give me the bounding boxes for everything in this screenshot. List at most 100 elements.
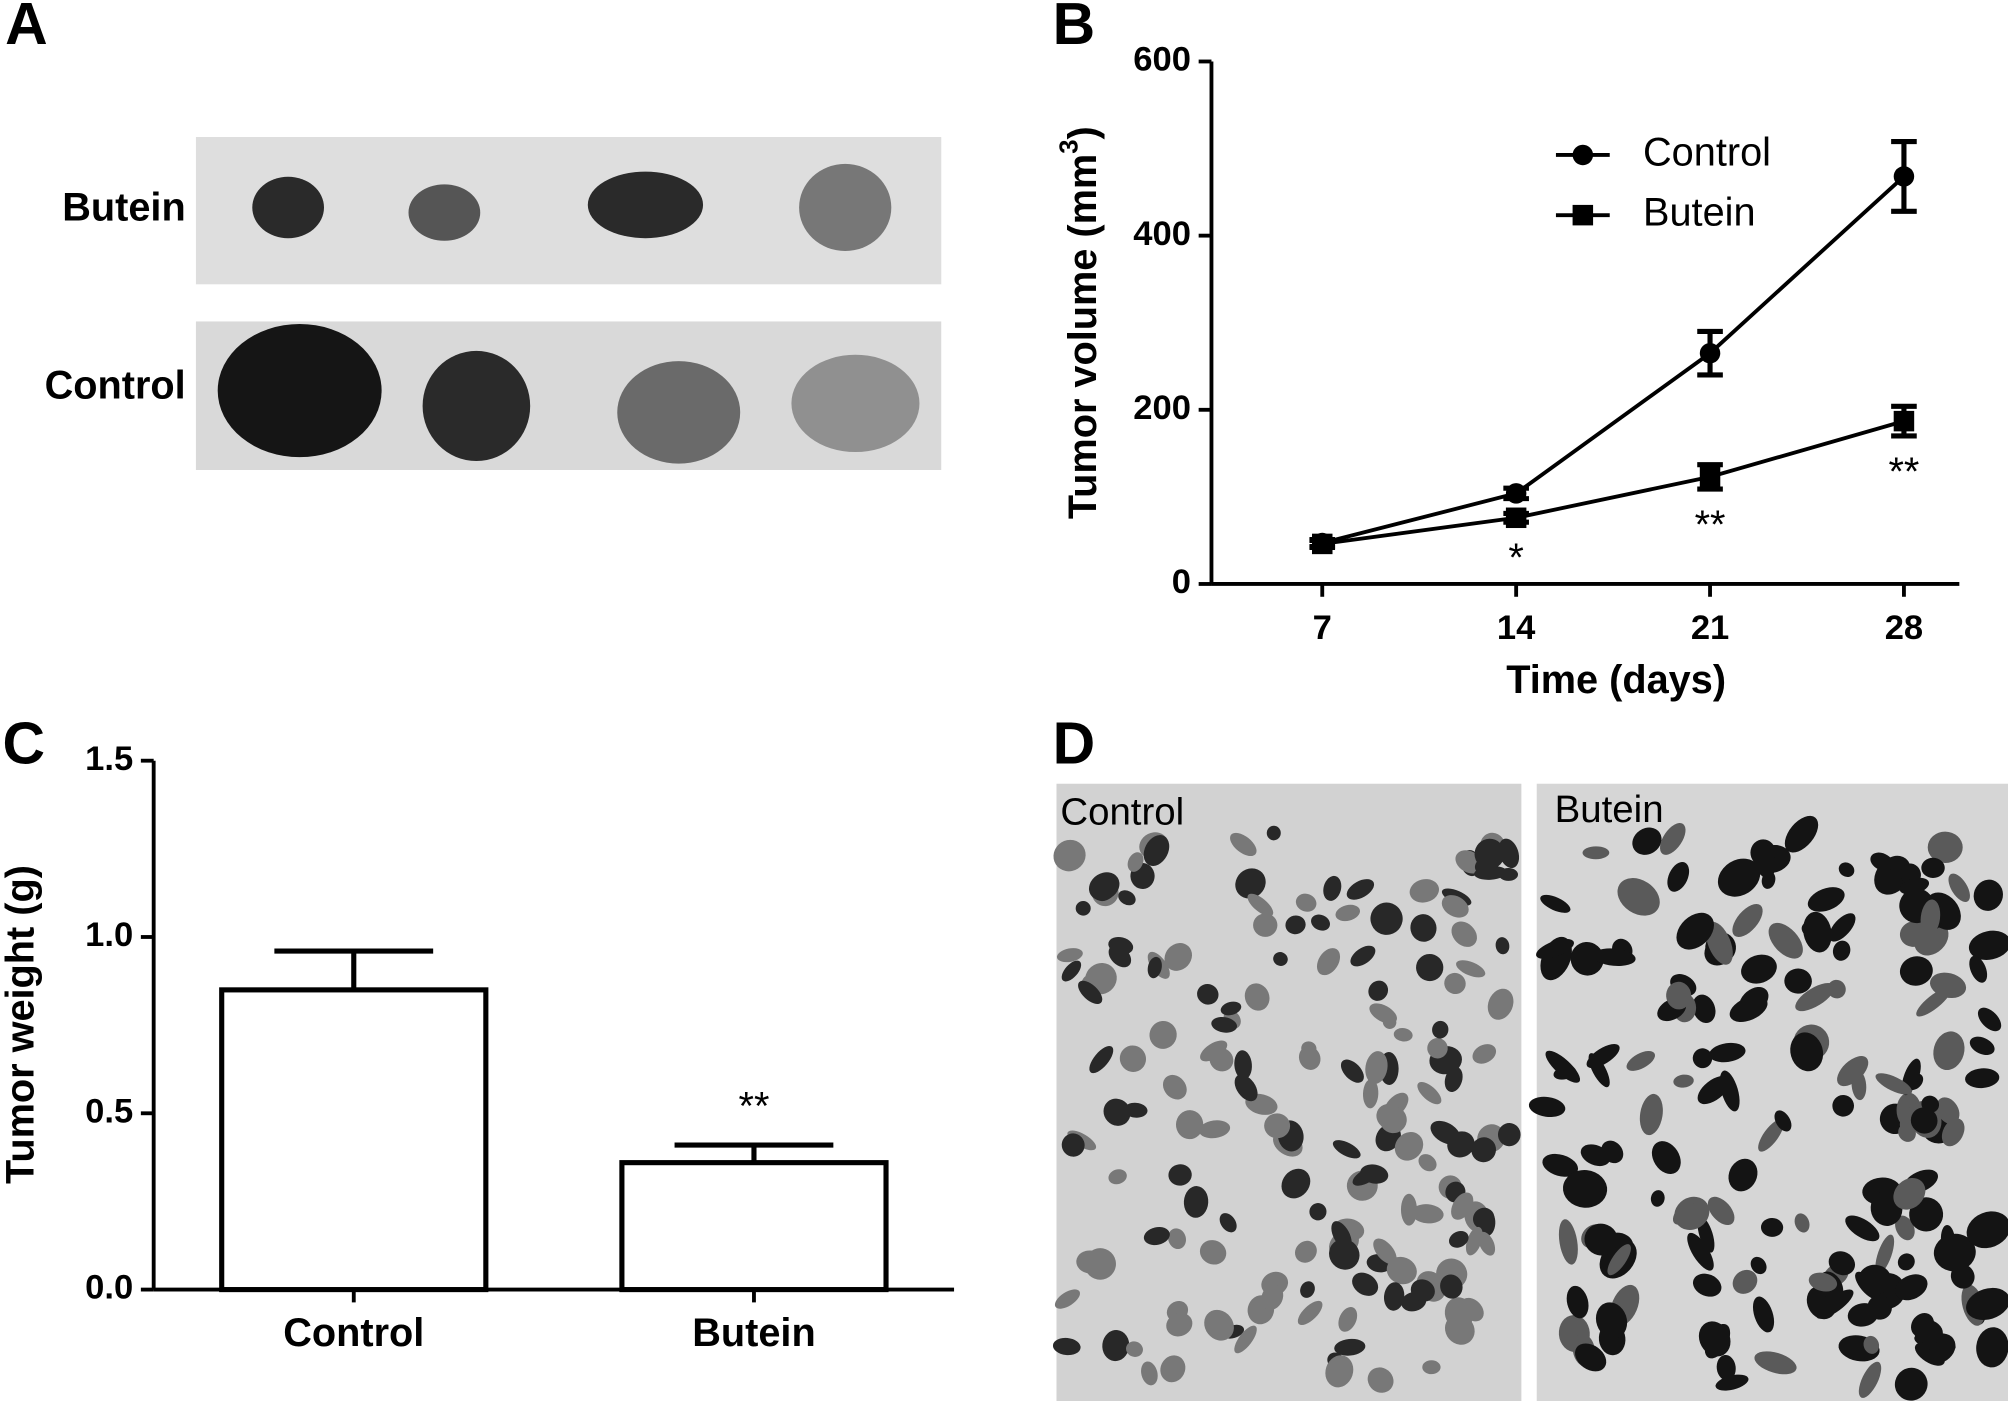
nucleus [1709,1042,1746,1063]
nucleus [1444,972,1466,995]
nucleus [1899,921,1928,947]
nucleus [1053,839,1086,872]
panel-letter: D [1053,711,1096,776]
nucleus [1807,887,1845,912]
nucleus [1300,1281,1315,1298]
y-tick-label: 0.0 [85,1269,133,1307]
nucleus [1168,1228,1187,1250]
panel-letter: A [5,0,48,57]
nucleus [1858,1361,1882,1398]
nucleus [1108,1169,1127,1185]
nucleus [1168,1164,1192,1186]
nucleus [1584,1223,1618,1256]
nucleus [1948,873,1970,902]
nucleus [1639,1093,1663,1136]
nucleus [1716,1354,1736,1381]
nucleus [1103,1098,1131,1126]
significance: * [1508,536,1523,580]
nucleus [1676,912,1714,950]
nucleus [1588,1053,1610,1088]
nucleus [1617,878,1660,916]
nucleus [1147,956,1162,979]
nucleus [1832,1094,1855,1117]
nucleus [1183,1186,1209,1218]
nucleus [1687,1232,1714,1271]
nucleus [1921,1095,1940,1113]
x-tick-label: Butein [692,1311,815,1355]
x-tick-label: 7 [1313,609,1332,647]
nucleus [1235,868,1266,899]
nucleus [1914,1342,1945,1366]
nucleus [1393,1028,1413,1042]
significance: ** [1695,503,1726,547]
tumor [791,354,920,453]
nucleus [1913,1319,1943,1344]
nucleus [1052,1337,1081,1356]
nucleus [1626,1051,1655,1071]
nucleus [1416,953,1444,982]
nucleus [1760,1217,1784,1237]
tumor [422,350,531,462]
nucleus [1968,930,2008,960]
x-tick-label: 14 [1497,609,1536,647]
nucleus [1667,861,1690,892]
nucleus [1160,1355,1186,1383]
nucleus [1266,825,1281,841]
tumors [217,163,920,464]
nucleus [1795,982,1835,1012]
y-tick-label: 600 [1133,41,1191,79]
tumor [252,176,324,239]
nucleus [1969,955,1988,983]
nucleus [1897,1253,1915,1271]
nucleus [1209,1047,1234,1072]
nucleus [1794,1213,1810,1233]
nucleus [1729,995,1768,1022]
bar [219,987,489,1293]
x-tick-label: Control [283,1311,424,1355]
nucleus [1078,980,1103,1005]
nucleus [1558,1219,1578,1265]
nucleus [1332,1140,1361,1159]
nucleus [1365,1051,1388,1084]
legend-marker [1572,144,1594,166]
y-tick-label: 200 [1133,389,1191,427]
nucleus [1717,858,1761,897]
marker [1505,507,1527,529]
nucleus [1803,911,1832,953]
nucleus [1838,862,1855,878]
nucleus [1774,1110,1792,1132]
nucleus [1895,1274,1928,1301]
nucleus [1298,1046,1321,1070]
charts: B 7 14 21 28 0 200 400 600 Time (days) Tumor volum… [0,0,1960,1355]
nucleus [1427,1038,1448,1059]
nucleus [1732,1269,1758,1294]
nucleus [1566,1285,1589,1319]
nucleus [1651,1141,1681,1175]
nucleus [1261,1284,1284,1310]
nucleus [1220,1001,1242,1016]
tumor [587,171,704,239]
panel-letter: B [1053,0,1096,57]
nucleus [1472,1044,1497,1064]
nucleus [1451,1192,1474,1220]
nucleus [1444,1066,1463,1093]
legend-label: Butein [1643,191,1756,235]
error-bar [674,1142,834,1163]
micrograph [1056,783,1522,1401]
nucleus [1382,1015,1397,1029]
nucleus [1244,983,1270,1011]
nucleus [1562,1170,1608,1208]
y-axis-label: Tumor volume (mm3) [1055,126,1105,519]
nucleus [1460,1297,1484,1322]
marker [1505,483,1527,504]
tumor [799,163,892,252]
nucleus [1334,1338,1366,1356]
nucleus [1335,904,1361,922]
nucleus [1933,1233,1976,1272]
y-axis-label-part: 3 [1055,140,1083,154]
nucleus [1422,1360,1441,1375]
nucleus [1976,1327,2008,1368]
nucleus [1828,1251,1856,1276]
nucleus [1175,1110,1204,1140]
nucleus [1929,972,1967,998]
